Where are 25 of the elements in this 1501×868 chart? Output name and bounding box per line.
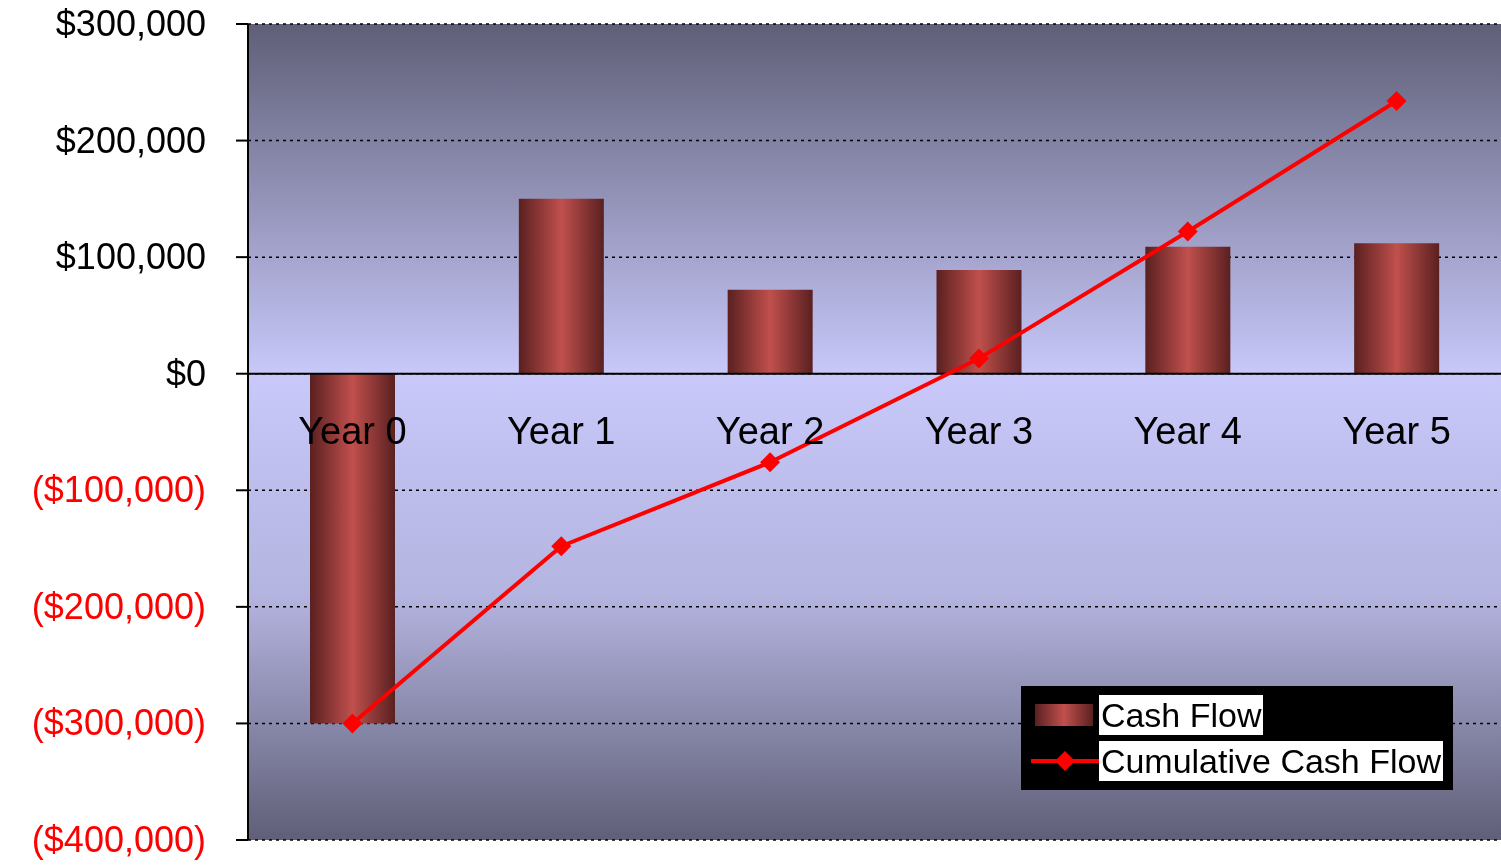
point xyxy=(760,452,781,473)
point xyxy=(1177,221,1198,242)
x-tick-label: Year 5 xyxy=(1342,409,1451,452)
bar xyxy=(936,269,1022,374)
bar xyxy=(1354,243,1440,374)
point xyxy=(551,536,572,557)
y-tick-label: ($300,000) xyxy=(31,702,206,744)
y-tick-label: $100,000 xyxy=(55,236,206,278)
legend-label: Cumulative Cash Flow xyxy=(1098,741,1443,781)
point xyxy=(342,713,363,734)
point xyxy=(968,348,989,369)
y-tick-label: $0 xyxy=(165,352,206,394)
bar xyxy=(518,198,604,374)
x-tick-label: Year 4 xyxy=(1133,409,1242,452)
y-tick-label: $200,000 xyxy=(55,119,206,161)
x-tick-label: Year 1 xyxy=(507,409,616,452)
bar xyxy=(1145,246,1231,374)
y-tick-label: ($200,000) xyxy=(31,585,206,627)
y-tick-label: ($400,000) xyxy=(31,819,206,860)
y-tick-label: ($100,000) xyxy=(31,469,206,511)
x-tick-label: Year 3 xyxy=(924,409,1034,452)
point xyxy=(1386,90,1407,111)
y-tick-label: $300,000 xyxy=(55,3,206,44)
legend-label: Cash Flow xyxy=(1098,695,1264,735)
bar xyxy=(727,289,813,374)
